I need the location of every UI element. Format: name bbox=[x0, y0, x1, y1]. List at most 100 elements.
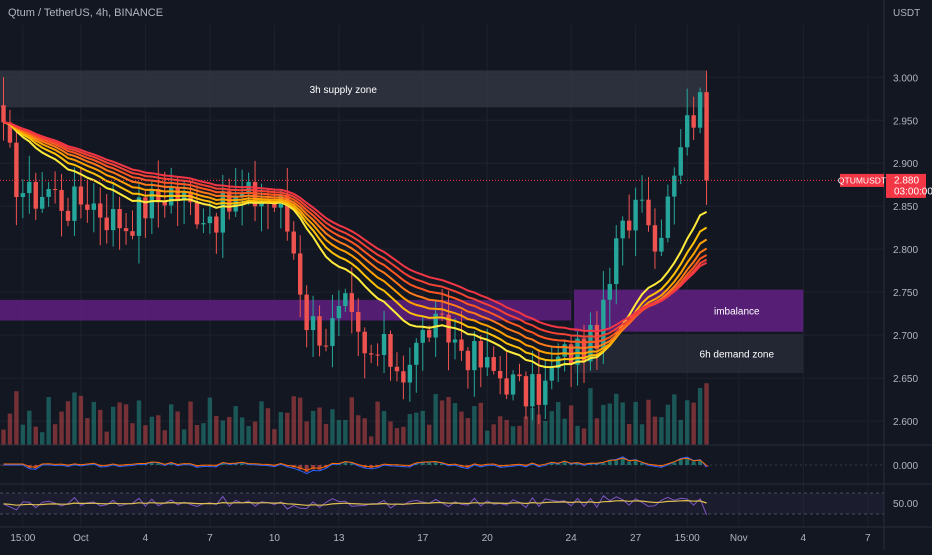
candle[interactable] bbox=[143, 197, 148, 219]
candle[interactable] bbox=[652, 225, 658, 252]
candle[interactable] bbox=[27, 181, 32, 194]
candle[interactable] bbox=[136, 197, 142, 236]
candle[interactable] bbox=[91, 203, 96, 210]
candle[interactable] bbox=[478, 341, 483, 368]
candle[interactable] bbox=[691, 115, 696, 128]
candle[interactable] bbox=[620, 220, 625, 239]
candle[interactable] bbox=[272, 202, 277, 208]
candle[interactable] bbox=[52, 189, 58, 191]
candle[interactable] bbox=[465, 350, 471, 371]
candle[interactable] bbox=[123, 228, 129, 232]
candle[interactable] bbox=[581, 338, 587, 362]
candle[interactable] bbox=[626, 220, 632, 231]
candle[interactable] bbox=[381, 333, 387, 356]
candle[interactable] bbox=[291, 231, 296, 254]
candle[interactable] bbox=[33, 181, 38, 209]
candle[interactable] bbox=[504, 378, 509, 395]
candle[interactable] bbox=[104, 217, 109, 231]
candle[interactable] bbox=[310, 316, 316, 331]
candle[interactable] bbox=[330, 318, 335, 346]
candle[interactable] bbox=[452, 339, 458, 343]
candle[interactable] bbox=[439, 313, 445, 315]
candle[interactable] bbox=[220, 191, 225, 233]
candle[interactable] bbox=[549, 368, 554, 381]
candle[interactable] bbox=[117, 209, 122, 229]
candle[interactable] bbox=[530, 374, 535, 407]
candle[interactable] bbox=[323, 345, 329, 347]
candle[interactable] bbox=[259, 201, 264, 207]
candle[interactable] bbox=[427, 330, 432, 338]
candle[interactable] bbox=[40, 196, 45, 209]
candle[interactable] bbox=[227, 191, 232, 212]
price-tag[interactable]: QTUMUSDT 2.880 03:00:00 bbox=[838, 173, 932, 198]
candle[interactable] bbox=[697, 92, 703, 128]
candle[interactable] bbox=[7, 122, 13, 143]
candle[interactable] bbox=[646, 199, 651, 226]
candle[interactable] bbox=[678, 147, 683, 176]
candle[interactable] bbox=[543, 380, 548, 405]
candle[interactable] bbox=[497, 370, 503, 379]
candle[interactable] bbox=[394, 366, 400, 372]
time-axis[interactable]: 15:00 Oct 4 7 10 13 17 20 24 27 15:00 Nov 4 7 bbox=[10, 533, 871, 544]
candle[interactable] bbox=[362, 331, 367, 354]
candle[interactable] bbox=[601, 299, 606, 349]
candle[interactable] bbox=[14, 142, 19, 198]
candle[interactable] bbox=[388, 333, 393, 367]
candle[interactable] bbox=[401, 371, 406, 383]
candle[interactable] bbox=[614, 238, 619, 285]
candle[interactable] bbox=[59, 190, 64, 211]
candle[interactable] bbox=[356, 311, 361, 332]
candle[interactable] bbox=[607, 284, 612, 300]
candle[interactable] bbox=[1, 105, 6, 123]
price-axis[interactable]: 3.000 2.950 2.900 2.850 2.800 2.750 2.700 2.650… bbox=[893, 73, 918, 428]
candle[interactable] bbox=[20, 193, 26, 198]
candle[interactable] bbox=[485, 357, 490, 368]
candle[interactable] bbox=[562, 344, 567, 357]
candle[interactable] bbox=[336, 306, 342, 319]
candle[interactable] bbox=[446, 314, 451, 343]
candle[interactable] bbox=[207, 216, 213, 224]
candle[interactable] bbox=[175, 186, 180, 201]
candle[interactable] bbox=[659, 237, 664, 252]
candle[interactable] bbox=[304, 294, 309, 331]
candle[interactable] bbox=[588, 324, 593, 362]
candle[interactable] bbox=[633, 199, 638, 231]
candle[interactable] bbox=[639, 199, 645, 201]
candle[interactable] bbox=[414, 342, 419, 365]
candle[interactable] bbox=[672, 175, 677, 197]
candle[interactable] bbox=[46, 189, 51, 197]
candle[interactable] bbox=[214, 216, 219, 233]
candle[interactable] bbox=[523, 376, 529, 407]
candle[interactable] bbox=[98, 203, 103, 218]
candle[interactable] bbox=[298, 253, 303, 295]
candle[interactable] bbox=[78, 186, 84, 205]
candle[interactable] bbox=[472, 341, 477, 371]
candle[interactable] bbox=[110, 209, 116, 231]
candle[interactable] bbox=[72, 186, 77, 221]
candle[interactable] bbox=[85, 204, 90, 210]
macd-pane[interactable]: 0.000 bbox=[0, 456, 918, 475]
candle[interactable] bbox=[536, 374, 542, 405]
candle[interactable] bbox=[517, 374, 522, 377]
candle[interactable] bbox=[459, 339, 464, 351]
candle[interactable] bbox=[685, 115, 690, 148]
candle[interactable] bbox=[65, 210, 71, 221]
candle[interactable] bbox=[510, 374, 516, 395]
candle[interactable] bbox=[233, 196, 238, 212]
rsi-pane[interactable]: 50.00 bbox=[0, 492, 918, 516]
candle[interactable] bbox=[665, 196, 671, 238]
candle[interactable] bbox=[420, 330, 425, 343]
candle[interactable] bbox=[162, 200, 167, 206]
candles-layer[interactable] bbox=[1, 70, 709, 425]
candle[interactable] bbox=[317, 316, 322, 346]
candle[interactable] bbox=[343, 293, 348, 307]
candle[interactable] bbox=[375, 354, 380, 356]
candle[interactable] bbox=[407, 364, 413, 383]
candle[interactable] bbox=[556, 356, 561, 369]
candle[interactable] bbox=[285, 195, 290, 232]
candle[interactable] bbox=[491, 357, 496, 371]
candle[interactable] bbox=[704, 92, 709, 181]
candle[interactable] bbox=[201, 223, 206, 225]
